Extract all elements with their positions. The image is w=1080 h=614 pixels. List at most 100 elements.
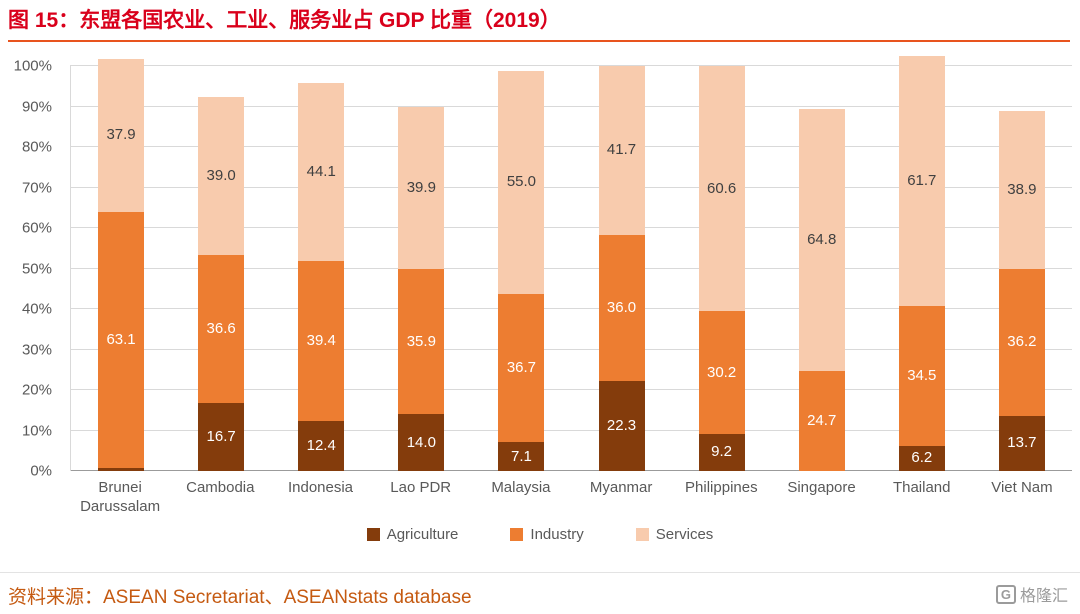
bar-segment-services: 55.0 bbox=[498, 70, 545, 294]
bar-segment-agriculture: 0.8 bbox=[98, 449, 145, 471]
y-tick-label: 60% bbox=[21, 219, 52, 237]
gridline bbox=[70, 146, 1072, 147]
bar-segment-industry: 63.1 bbox=[98, 212, 145, 468]
y-tick-label: 90% bbox=[21, 98, 52, 115]
gridline bbox=[70, 65, 1072, 66]
bar-segment-industry: 36.0 bbox=[598, 234, 645, 381]
bar-value-label: 12.4 bbox=[306, 436, 336, 454]
gelonghui-logo: G 格隆汇 bbox=[995, 582, 1068, 606]
bar-stack: 13.7 36.2 38.9 bbox=[998, 111, 1045, 471]
gridline bbox=[70, 429, 1072, 431]
bar-value-label: 44.1 bbox=[306, 162, 336, 180]
bar-value-label: 22.3 bbox=[606, 416, 637, 434]
bar-value-label: 37.9 bbox=[106, 126, 136, 144]
bar-segment-agriculture: 22.3 bbox=[598, 380, 645, 471]
bar-value-label: 34.5 bbox=[907, 367, 937, 385]
bar-group: 6.2 34.5 61.7 bbox=[872, 56, 972, 471]
bar-segment-agriculture: 9.2 bbox=[698, 433, 745, 471]
x-axis-line bbox=[70, 470, 1072, 471]
gridline bbox=[70, 105, 1072, 107]
bar-value-label: 61.7 bbox=[907, 172, 937, 190]
legend-item-agriculture: Agriculture bbox=[366, 526, 459, 543]
bar-group: 9.2 30.2 60.6 bbox=[672, 66, 772, 471]
bar-stack: 12.4 39.4 44.1 bbox=[298, 82, 345, 471]
legend-swatch bbox=[510, 528, 524, 541]
legend-label: Services bbox=[655, 526, 714, 543]
legend-label: Industry bbox=[530, 526, 584, 543]
gridline bbox=[70, 389, 1072, 390]
bar-segment-services: 39.0 bbox=[198, 97, 245, 256]
bar-group: 14.0 35.9 39.9 bbox=[371, 66, 471, 471]
gridline bbox=[70, 348, 1072, 350]
bar-value-label: 30.2 bbox=[707, 363, 737, 381]
gridline bbox=[70, 227, 1072, 228]
gridline bbox=[70, 267, 1072, 269]
x-axis-label: Indonesia bbox=[287, 479, 354, 496]
y-tick-label: 70% bbox=[21, 179, 52, 196]
bar-segment-agriculture: 14.0 bbox=[398, 414, 445, 471]
x-axis-label: Thailand bbox=[892, 479, 951, 496]
bar-stack: 9.2 30.2 60.6 bbox=[698, 66, 745, 471]
legend-swatch bbox=[635, 528, 649, 541]
bar-value-label: 39.4 bbox=[306, 332, 336, 349]
legend-swatch bbox=[366, 528, 380, 541]
bar-stack: 14.0 35.9 39.9 bbox=[398, 107, 445, 471]
bar-segment-agriculture: 6.2 bbox=[898, 445, 945, 471]
bar-segment-industry: 36.7 bbox=[498, 293, 545, 443]
gelonghui-logo-icon: G bbox=[995, 584, 1016, 604]
source-bar: 资料来源：ASEAN Secretariat、ASEANstats databa… bbox=[0, 572, 1080, 614]
bar-value-label: 13.7 bbox=[1007, 434, 1037, 452]
bar-value-label: 36.6 bbox=[206, 320, 236, 338]
bar-value-label: 64.8 bbox=[807, 230, 837, 248]
bar-segment-services: 64.8 bbox=[798, 108, 845, 371]
legend-item-services: Services bbox=[635, 526, 714, 543]
bar-value-label: 9.2 bbox=[711, 443, 733, 461]
bar-group: 0.024.764.8 bbox=[772, 66, 872, 471]
gridline bbox=[70, 308, 1072, 309]
bar-segment-agriculture: 7.1 bbox=[498, 442, 545, 471]
bar-stack: 16.7 36.6 39.0 bbox=[198, 97, 245, 471]
bar-group: 22.3 36.0 41.7 bbox=[571, 66, 671, 471]
x-axis: Brunei Darussalam Cambodia Indonesia Lao PD… bbox=[70, 471, 1072, 516]
bar-segment-industry: 35.9 bbox=[398, 268, 445, 415]
bar-group: 0.8 63.1 37.9 bbox=[71, 58, 171, 471]
legend-item-industry: Industry bbox=[510, 526, 584, 543]
bar-group: 7.1 36.7 55.0 bbox=[471, 66, 571, 471]
bar-segment-agriculture: 13.7 bbox=[998, 415, 1045, 471]
x-axis-label: Lao PDR bbox=[390, 479, 452, 496]
x-axis-label: Malaysia bbox=[491, 479, 551, 496]
bar-value-label: 16.7 bbox=[206, 428, 236, 446]
bar-value-label: 55.0 bbox=[506, 173, 537, 191]
bar-value-label: 14.0 bbox=[406, 433, 436, 451]
title-divider bbox=[8, 40, 1070, 42]
y-tick-label: 80% bbox=[21, 138, 52, 156]
bar-value-label: 36.0 bbox=[606, 298, 637, 316]
x-axis-label: Singapore bbox=[787, 479, 856, 496]
y-tick-label: 0% bbox=[30, 462, 52, 480]
bar-value-label: 36.7 bbox=[506, 358, 537, 376]
legend-label: Agriculture bbox=[386, 526, 459, 543]
y-axis: 0% 10% 20% 30% 40% 50% 60% 70% 80% 90% 100% bbox=[0, 58, 62, 480]
bar-value-label: 36.2 bbox=[1007, 333, 1037, 351]
y-tick-label: 10% bbox=[21, 422, 52, 439]
x-axis-label: Myanmar bbox=[589, 479, 653, 496]
bar-segment-industry: 36.2 bbox=[998, 268, 1045, 416]
bar-stack: 22.3 36.0 41.7 bbox=[598, 66, 645, 471]
bar-value-label: 7.1 bbox=[510, 447, 532, 465]
bar-segment-services: 41.7 bbox=[598, 66, 645, 235]
y-tick-label: 100% bbox=[13, 57, 52, 75]
bar-value-label: 41.7 bbox=[606, 141, 637, 159]
chart-body: 0% 10% 20% 30% 40% 50% 60% 70% 80% 90% 100% 0.8 63.… bbox=[0, 56, 1080, 480]
bar-stack: 0.8 63.1 37.9 bbox=[98, 58, 145, 471]
bar-segment-services: 37.9 bbox=[98, 58, 145, 213]
bar-segment-services: 44.1 bbox=[298, 82, 345, 262]
figure-title: 图 15：东盟各国农业、工业、服务业占 GDP 比重（2019） bbox=[8, 9, 561, 32]
bar-stack: 6.2 34.5 61.7 bbox=[898, 56, 945, 471]
gridline bbox=[70, 186, 1072, 188]
gridlines bbox=[70, 65, 1072, 471]
bar-segment-services: 39.9 bbox=[398, 107, 445, 269]
bar-segment-agriculture: 16.7 bbox=[198, 403, 245, 471]
stacked-bar-chart: 0% 10% 20% 30% 40% 50% 60% 70% 80% 90% 100% 0.8 63.… bbox=[0, 56, 1080, 543]
x-axis-label: Brunei Darussalam bbox=[80, 479, 161, 515]
bar-segment-industry: 36.6 bbox=[198, 255, 245, 404]
